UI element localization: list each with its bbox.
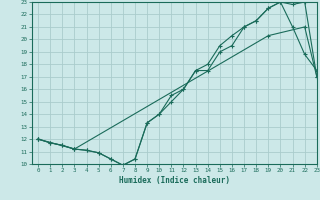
X-axis label: Humidex (Indice chaleur): Humidex (Indice chaleur) xyxy=(119,176,230,185)
